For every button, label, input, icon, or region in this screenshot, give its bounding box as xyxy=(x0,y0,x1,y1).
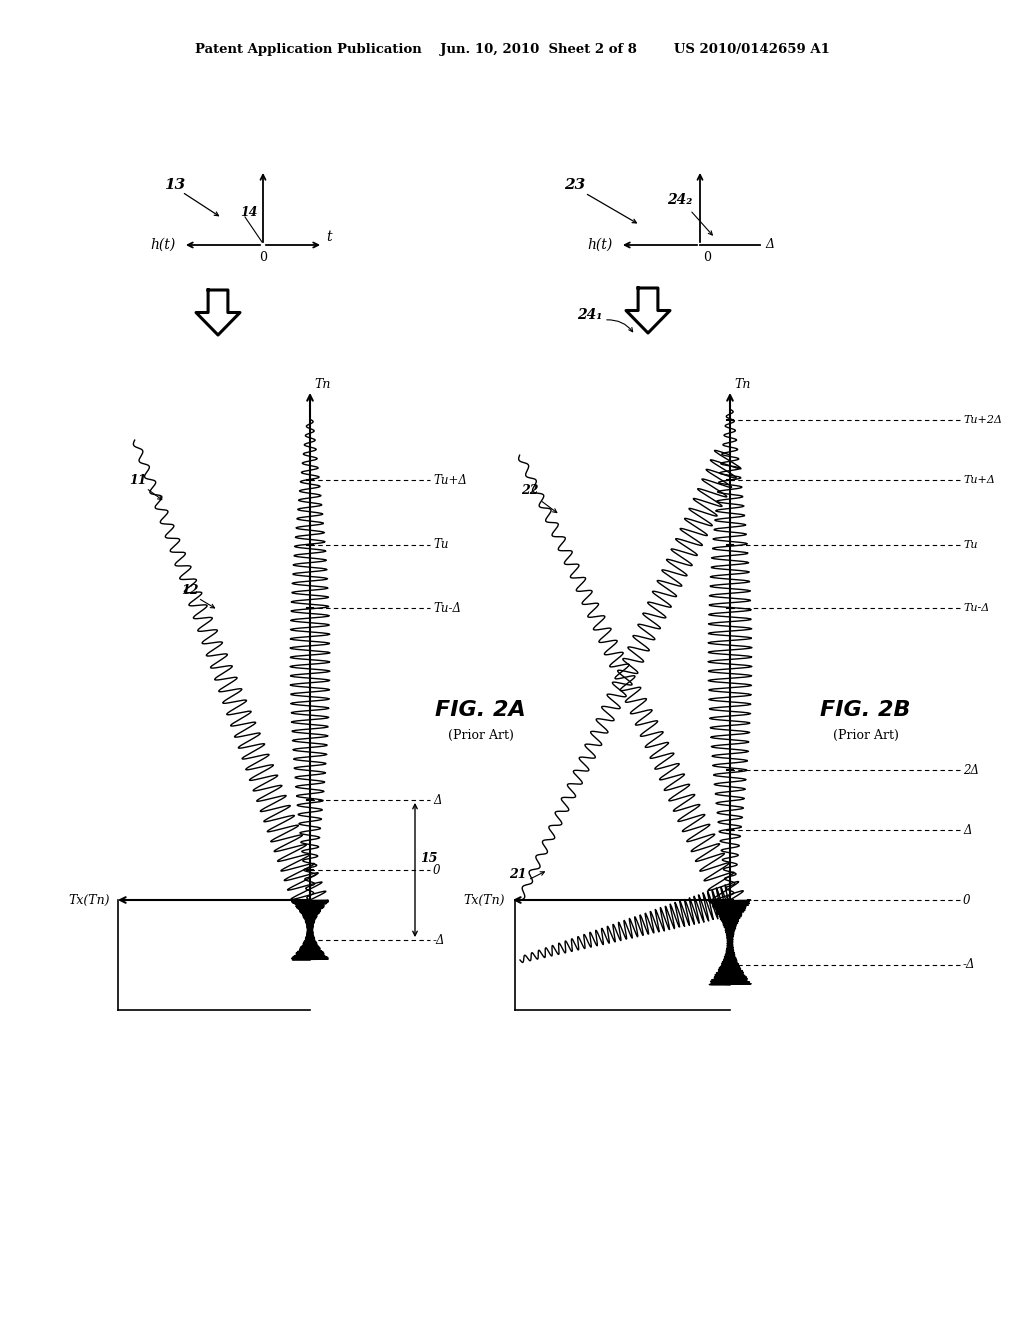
Text: Tu+2Δ: Tu+2Δ xyxy=(963,414,1002,425)
Text: 23: 23 xyxy=(564,178,586,191)
Text: (Prior Art): (Prior Art) xyxy=(449,729,514,742)
Text: 0: 0 xyxy=(963,894,971,907)
Text: Tu: Tu xyxy=(963,540,978,550)
Text: h(t): h(t) xyxy=(588,238,613,252)
Text: Tx(Tn): Tx(Tn) xyxy=(69,894,110,907)
Text: Tn: Tn xyxy=(734,379,751,392)
Text: Tx(Tn): Tx(Tn) xyxy=(464,894,505,907)
Text: 0: 0 xyxy=(259,251,267,264)
Text: 15: 15 xyxy=(420,851,437,865)
Text: Δ: Δ xyxy=(433,793,441,807)
Text: t: t xyxy=(326,230,332,244)
Text: Δ: Δ xyxy=(765,239,774,252)
Text: 0: 0 xyxy=(433,863,440,876)
Text: 2Δ: 2Δ xyxy=(963,763,979,776)
Text: Tu-Δ: Tu-Δ xyxy=(433,602,461,615)
Text: Δ: Δ xyxy=(963,824,972,837)
Text: FIG. 2A: FIG. 2A xyxy=(435,700,525,719)
Text: Patent Application Publication    Jun. 10, 2010  Sheet 2 of 8        US 2010/014: Patent Application Publication Jun. 10, … xyxy=(195,44,829,57)
Text: 13: 13 xyxy=(165,178,185,191)
Polygon shape xyxy=(196,290,240,335)
Text: Tu-Δ: Tu-Δ xyxy=(963,603,989,612)
Text: 22: 22 xyxy=(521,483,539,496)
Text: Tn: Tn xyxy=(314,379,331,392)
Polygon shape xyxy=(626,288,670,333)
Text: 14: 14 xyxy=(240,206,257,219)
Text: Tu: Tu xyxy=(433,539,449,552)
Text: Tu+Δ: Tu+Δ xyxy=(963,475,995,484)
Text: (Prior Art): (Prior Art) xyxy=(833,729,899,742)
Text: 11: 11 xyxy=(129,474,146,487)
Text: h(t): h(t) xyxy=(151,238,176,252)
Text: 24₁: 24₁ xyxy=(578,308,603,322)
Text: 24₂: 24₂ xyxy=(668,193,692,207)
Text: FIG. 2B: FIG. 2B xyxy=(820,700,910,719)
Text: Tu+Δ: Tu+Δ xyxy=(433,474,467,487)
Text: 12: 12 xyxy=(181,583,199,597)
Text: 0: 0 xyxy=(703,251,711,264)
Text: 21: 21 xyxy=(509,869,526,882)
Text: -Δ: -Δ xyxy=(963,958,976,972)
Text: -Δ: -Δ xyxy=(433,933,445,946)
